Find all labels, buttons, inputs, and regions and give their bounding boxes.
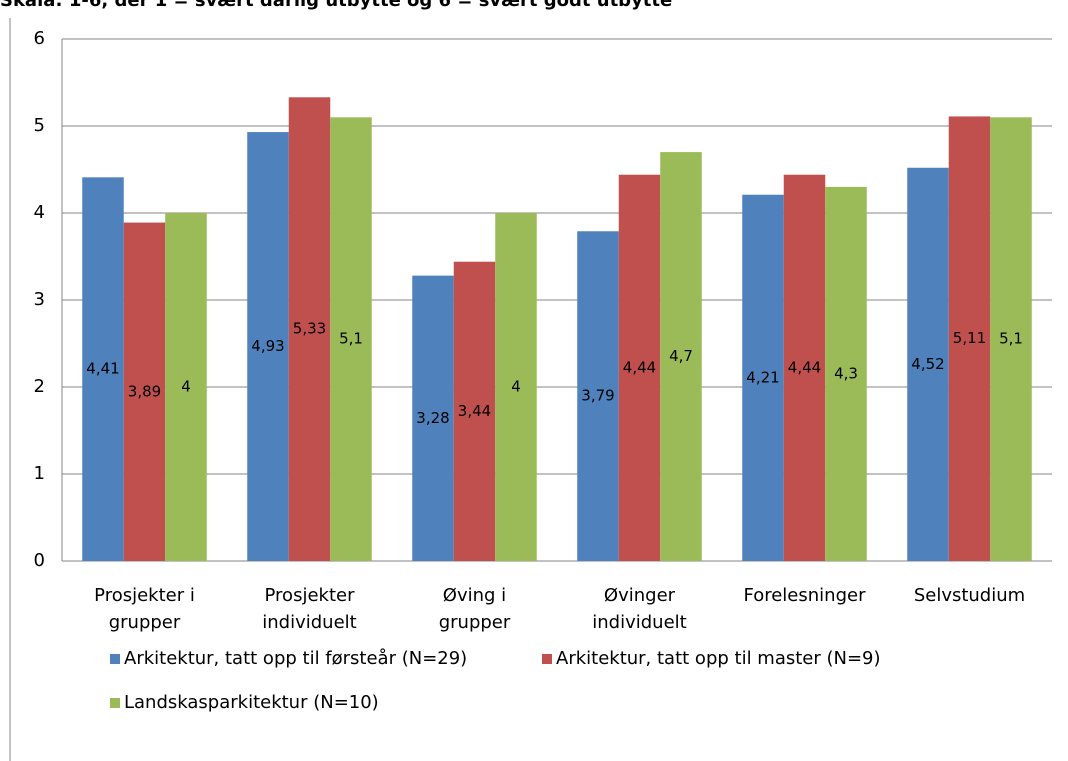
- value-label: 5,11: [953, 329, 986, 347]
- bar: [453, 261, 496, 561]
- value-label: 3,89: [128, 382, 161, 400]
- y-tick-label: 4: [34, 202, 45, 223]
- bar: [783, 174, 826, 561]
- value-label: 4,21: [746, 368, 779, 386]
- legend-label: Arkitektur, tatt opp til førsteår (N=29): [124, 648, 467, 669]
- y-tick-label: 6: [34, 28, 45, 49]
- legend-swatch: [110, 654, 120, 664]
- value-label: 5,1: [999, 330, 1023, 348]
- x-tick-label: Øving i: [443, 585, 506, 606]
- value-label: 3,28: [416, 409, 449, 427]
- bar: [123, 222, 166, 561]
- y-tick-label: 2: [34, 376, 45, 397]
- legend-label: Landskasparkitektur (N=10): [124, 692, 379, 713]
- bar: [165, 213, 207, 561]
- bar: [825, 186, 867, 561]
- bar: [82, 177, 124, 561]
- bar: [660, 152, 702, 561]
- value-label: 4,7: [669, 347, 693, 365]
- bar: [495, 213, 537, 561]
- x-tick-label: Prosjekter i: [94, 585, 195, 606]
- value-label: 3,79: [581, 387, 614, 405]
- value-label: 4: [181, 378, 191, 396]
- x-tick-label: Forelesninger: [744, 585, 867, 606]
- legend-swatch: [542, 654, 552, 664]
- value-label: 3,44: [458, 402, 491, 420]
- bar: [990, 117, 1032, 562]
- value-label: 4,41: [86, 360, 119, 378]
- bar: [742, 194, 784, 562]
- y-tick-label: 0: [34, 550, 45, 571]
- value-label: 4: [511, 378, 521, 396]
- chart-title: Skala: 1-6, der 1 = svært dårlig utbytte…: [0, 0, 672, 11]
- value-label: 5,33: [293, 320, 326, 338]
- x-tick-label: grupper: [109, 612, 181, 633]
- bar: [330, 117, 372, 562]
- value-label: 4,44: [623, 358, 656, 376]
- x-tick-label: grupper: [439, 612, 511, 633]
- x-tick-label: Selvstudium: [914, 585, 1025, 606]
- bar: [288, 97, 331, 561]
- bar: [577, 231, 619, 561]
- y-tick-label: 3: [34, 289, 45, 310]
- legend-swatch: [110, 698, 120, 708]
- legend-label: Arkitektur, tatt opp til master (N=9): [556, 648, 881, 669]
- value-label: 5,1: [339, 330, 363, 348]
- y-tick-label: 5: [34, 115, 45, 136]
- value-label: 4,52: [911, 355, 944, 373]
- x-tick-label: Prosjekter: [265, 585, 356, 606]
- value-label: 4,93: [251, 337, 284, 355]
- bar: [247, 132, 289, 561]
- bar: [412, 275, 454, 561]
- x-tick-label: individuelt: [262, 612, 356, 633]
- value-label: 4,3: [834, 364, 858, 382]
- y-tick-label: 1: [34, 463, 45, 484]
- bar: [618, 174, 661, 561]
- x-tick-label: individuelt: [592, 612, 686, 633]
- bar: [948, 116, 991, 562]
- bar: [907, 167, 949, 561]
- x-tick-label: Øvinger: [604, 585, 676, 606]
- value-label: 4,44: [788, 358, 821, 376]
